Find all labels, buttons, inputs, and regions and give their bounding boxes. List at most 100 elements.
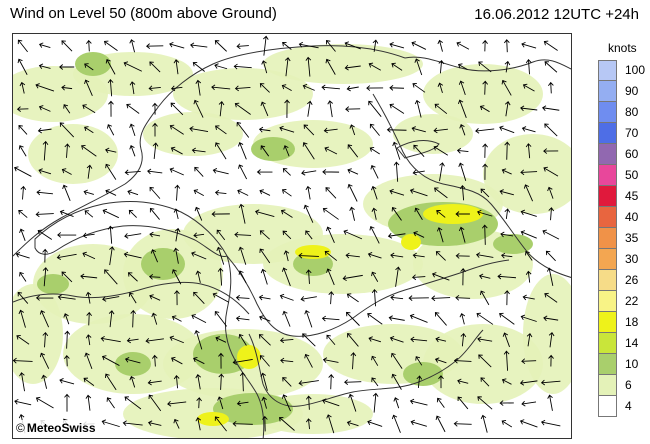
wind-arrow bbox=[437, 82, 444, 93]
wind-arrow bbox=[81, 145, 97, 157]
wind-arrow bbox=[35, 295, 54, 301]
wind-arrow bbox=[101, 419, 120, 428]
legend-label: 50 bbox=[625, 168, 639, 182]
wind-arrow bbox=[232, 358, 253, 365]
wind-arrow bbox=[214, 416, 227, 432]
wind-arrow bbox=[42, 140, 49, 161]
wind-arrow bbox=[503, 39, 510, 53]
wind-arrow bbox=[61, 84, 73, 91]
wind-arrow bbox=[59, 122, 75, 138]
wind-arrow bbox=[298, 380, 319, 386]
wind-arrow bbox=[127, 189, 139, 196]
wind-shade-area bbox=[251, 137, 295, 161]
lake-geneva-outline bbox=[34, 201, 228, 257]
wind-arrow bbox=[322, 169, 340, 175]
wind-arrow bbox=[235, 315, 250, 322]
wind-arrow bbox=[504, 208, 511, 220]
wind-arrow bbox=[64, 143, 71, 158]
wind-arrow bbox=[457, 396, 469, 410]
wind-arrow bbox=[371, 185, 378, 200]
wind-arrow bbox=[39, 352, 50, 369]
wind-arrow bbox=[236, 400, 249, 407]
wind-arrow bbox=[412, 252, 425, 259]
wind-arrow bbox=[457, 378, 469, 385]
wind-arrow bbox=[216, 229, 226, 241]
wind-arrow bbox=[280, 357, 294, 364]
wind-arrow bbox=[217, 396, 224, 410]
wind-shade-area bbox=[393, 114, 473, 154]
wind-shade-area bbox=[523, 274, 571, 394]
wind-arrow bbox=[148, 85, 161, 92]
wind-arrow bbox=[497, 273, 517, 280]
wind-arrow bbox=[500, 252, 513, 259]
wind-arrow bbox=[105, 189, 117, 196]
wind-shade-area bbox=[423, 64, 543, 124]
wind-arrow bbox=[35, 83, 55, 92]
wind-arrow bbox=[129, 375, 136, 388]
wind-arrow bbox=[414, 99, 422, 118]
wind-arrow bbox=[393, 397, 400, 409]
wind-arrow bbox=[124, 169, 141, 176]
wind-arrow bbox=[19, 81, 26, 94]
wind-arrow bbox=[521, 400, 537, 407]
wind-arrow bbox=[218, 373, 225, 390]
wind-arrow bbox=[169, 335, 184, 344]
wind-arrow bbox=[525, 59, 532, 75]
wind-arrow bbox=[61, 40, 73, 52]
wind-arrow bbox=[14, 166, 32, 177]
wind-arrow bbox=[128, 209, 137, 218]
wind-arrow bbox=[256, 169, 273, 175]
wind-arrow bbox=[480, 188, 490, 198]
wind-arrow bbox=[412, 82, 426, 93]
wind-arrow bbox=[389, 103, 405, 114]
wind-arrow bbox=[435, 415, 446, 433]
wind-arrow bbox=[371, 207, 378, 220]
wind-arrow bbox=[303, 204, 314, 223]
wind-arrow bbox=[63, 313, 70, 325]
wind-arrow bbox=[284, 57, 291, 77]
wind-arrow bbox=[61, 271, 73, 283]
wind-arrow bbox=[109, 246, 115, 266]
wind-arrow bbox=[149, 231, 161, 238]
wind-arrow bbox=[344, 41, 361, 50]
wind-arrow bbox=[521, 41, 537, 49]
wind-arrow bbox=[151, 312, 158, 325]
wind-arrow bbox=[281, 267, 291, 287]
wind-arrow bbox=[544, 123, 558, 137]
wind-arrow bbox=[458, 80, 466, 96]
legend-swatch bbox=[598, 102, 617, 123]
wind-arrow bbox=[395, 266, 401, 287]
wind-arrow bbox=[543, 148, 559, 154]
wind-shade-area bbox=[293, 252, 333, 276]
wind-arrow bbox=[455, 294, 471, 301]
wind-arrow bbox=[458, 226, 466, 243]
wind-shade-area bbox=[493, 234, 533, 254]
wind-arrow bbox=[193, 99, 204, 118]
wind-arrow bbox=[212, 292, 229, 303]
credit-text: MeteoSwiss bbox=[26, 421, 96, 435]
wind-arrow bbox=[42, 248, 48, 263]
wind-arrow bbox=[86, 311, 92, 326]
wind-arrow bbox=[372, 392, 379, 413]
wind-arrow bbox=[236, 43, 249, 50]
wind-arrow bbox=[189, 126, 209, 132]
wind-arrow bbox=[124, 233, 142, 239]
wind-arrow bbox=[191, 147, 206, 154]
wind-arrow bbox=[56, 253, 77, 261]
wind-arrow bbox=[239, 372, 246, 392]
wind-arrow bbox=[543, 40, 558, 51]
wind-arrow bbox=[344, 64, 361, 71]
wind-arrow bbox=[346, 311, 360, 326]
border-line-southwest bbox=[13, 281, 250, 315]
wind-arrow bbox=[435, 251, 446, 261]
wind-arrow bbox=[19, 228, 26, 241]
wind-arrow bbox=[456, 41, 470, 50]
wind-shade-area bbox=[141, 248, 185, 280]
wind-shade-area bbox=[173, 68, 313, 120]
wind-arrow bbox=[439, 162, 445, 182]
wind-arrow bbox=[544, 292, 558, 303]
wind-arrow bbox=[499, 312, 515, 325]
wind-arrow bbox=[525, 250, 533, 261]
wind-arrow bbox=[369, 225, 380, 244]
wind-arrow bbox=[480, 414, 488, 433]
